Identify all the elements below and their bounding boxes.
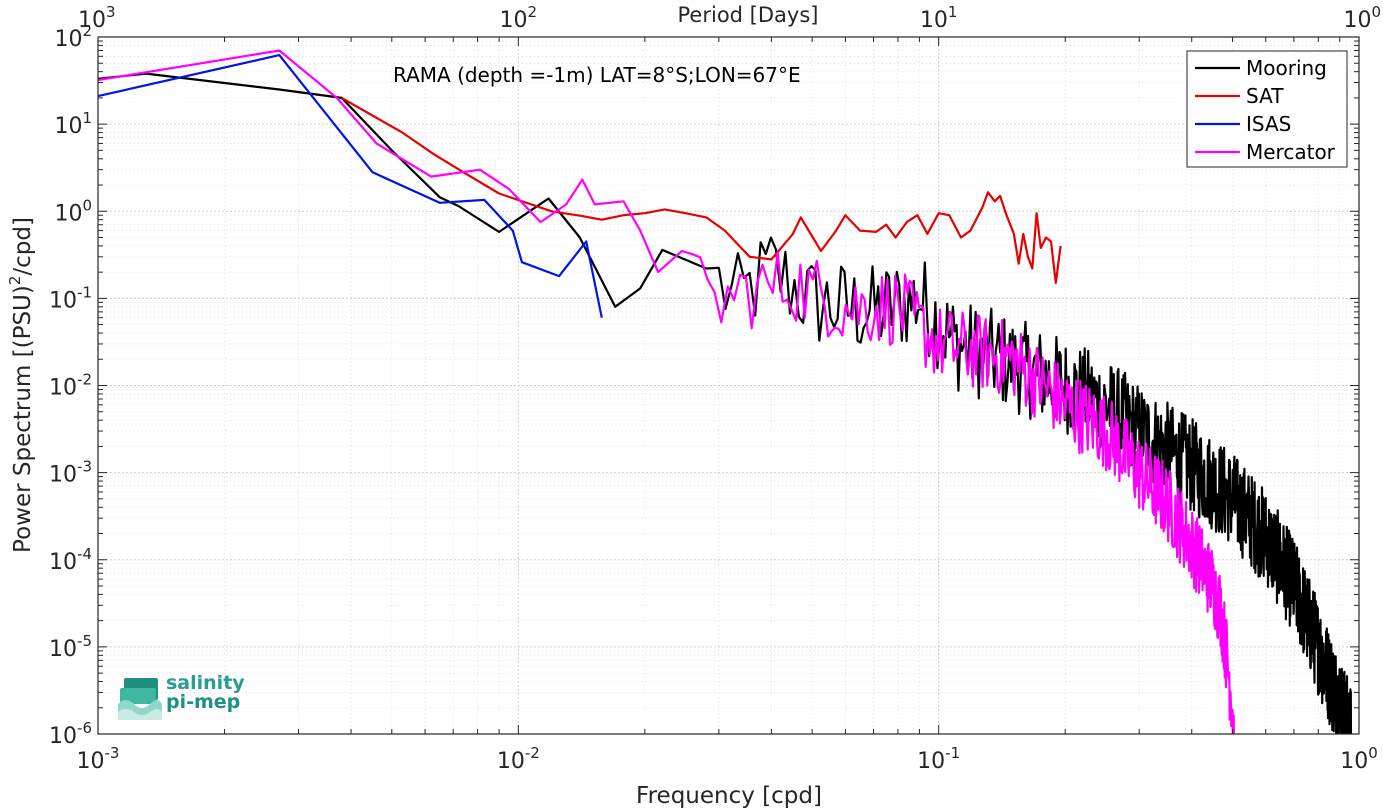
logo-text: salinity pi-mep [166, 674, 245, 712]
x-tick-label: 10-1 [917, 744, 960, 774]
y-axis-label-exp: 2 [6, 276, 24, 286]
legend: Mooring SAT ISAS Mercator [1186, 50, 1348, 168]
y-tick-label: 10-1 [49, 283, 92, 313]
x-tick-label: 10-3 [77, 744, 120, 774]
legend-box [1186, 50, 1348, 168]
legend-label: Mercator [1246, 140, 1336, 164]
x-tick-label: 10-2 [497, 744, 540, 774]
x-tick-label: 100 [1340, 744, 1378, 774]
y-tick-label: 10-4 [49, 545, 92, 575]
y-tick-label: 101 [54, 109, 92, 139]
period-tick-label: 102 [500, 3, 538, 33]
axis-ticks: 10-3 10-2 10-1 100 10-6 10-5 10-4 10-3 10-2 10-1 1… [49, 3, 1381, 774]
plot-area [98, 49, 1353, 734]
series-line-mercator [98, 49, 1235, 734]
series-line-sat [341, 96, 1062, 285]
y-tick-label: 10-3 [49, 458, 92, 488]
series-line-mooring [98, 72, 1353, 734]
period-tick-label: 100 [1343, 3, 1381, 33]
grid [97, 36, 1360, 735]
series-line-isas [98, 54, 603, 318]
annotation-text: RAMA (depth =-1m) LAT=8°S;LON=67°E [393, 63, 801, 87]
y-tick-label: 10-5 [49, 632, 92, 662]
x2-axis-label: Period [Days] [678, 3, 819, 27]
logo-line1: salinity [166, 672, 245, 694]
legend-label: Mooring [1246, 56, 1327, 80]
legend-label: SAT [1246, 84, 1284, 108]
salinity-pi-mep-logo: salinity pi-mep [118, 674, 248, 720]
period-tick-label: 103 [78, 3, 116, 33]
y-tick-label: 10-2 [49, 371, 92, 401]
y-tick-label: 102 [54, 22, 92, 52]
legend-label: ISAS [1246, 112, 1291, 136]
y-axis-label-tail: /cpd] [10, 217, 36, 276]
logo-line2: pi-mep [166, 691, 241, 713]
y-axis-label: Power Spectrum [(PSU)2/cpd] [6, 217, 36, 553]
y-axis-label-base: Power Spectrum [(PSU) [10, 285, 36, 553]
x-axis-label: Frequency [cpd] [636, 783, 822, 809]
y-tick-label: 100 [54, 196, 92, 226]
period-tick-label: 101 [920, 3, 958, 33]
y-tick-label: 10-6 [49, 719, 92, 749]
waves-logo-icon [118, 678, 162, 720]
